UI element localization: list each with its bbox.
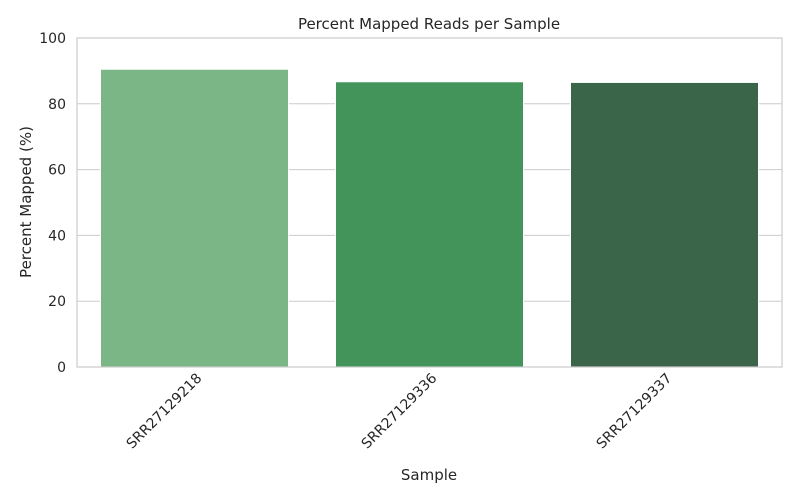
y-tick-label: 80 [48, 97, 66, 113]
y-tick-label: 40 [48, 228, 66, 244]
y-tick-labels: 0 20 40 60 80 100 [39, 31, 66, 376]
x-axis-label: Sample [401, 466, 457, 484]
y-tick-label: 100 [39, 31, 66, 47]
plot-frame [76, 37, 783, 368]
bar-srr27129336 [335, 81, 524, 368]
x-tick-label: SRR27129218 [124, 371, 206, 453]
y-axis-label: Percent Mapped (%) [17, 126, 35, 278]
y-tick-label: 0 [57, 360, 66, 376]
chart-title: Percent Mapped Reads per Sample [298, 15, 560, 33]
bar-srr27129218 [100, 68, 289, 368]
x-tick-labels: SRR27129218 SRR27129336 SRR27129337 [124, 370, 676, 452]
y-tick-label: 20 [48, 294, 66, 310]
x-tick-label: SRR27129337 [594, 371, 676, 453]
x-tick-label: SRR27129336 [359, 370, 441, 452]
bars [100, 68, 759, 368]
y-tick-label: 60 [48, 163, 66, 179]
bar-srr27129337 [570, 81, 759, 368]
